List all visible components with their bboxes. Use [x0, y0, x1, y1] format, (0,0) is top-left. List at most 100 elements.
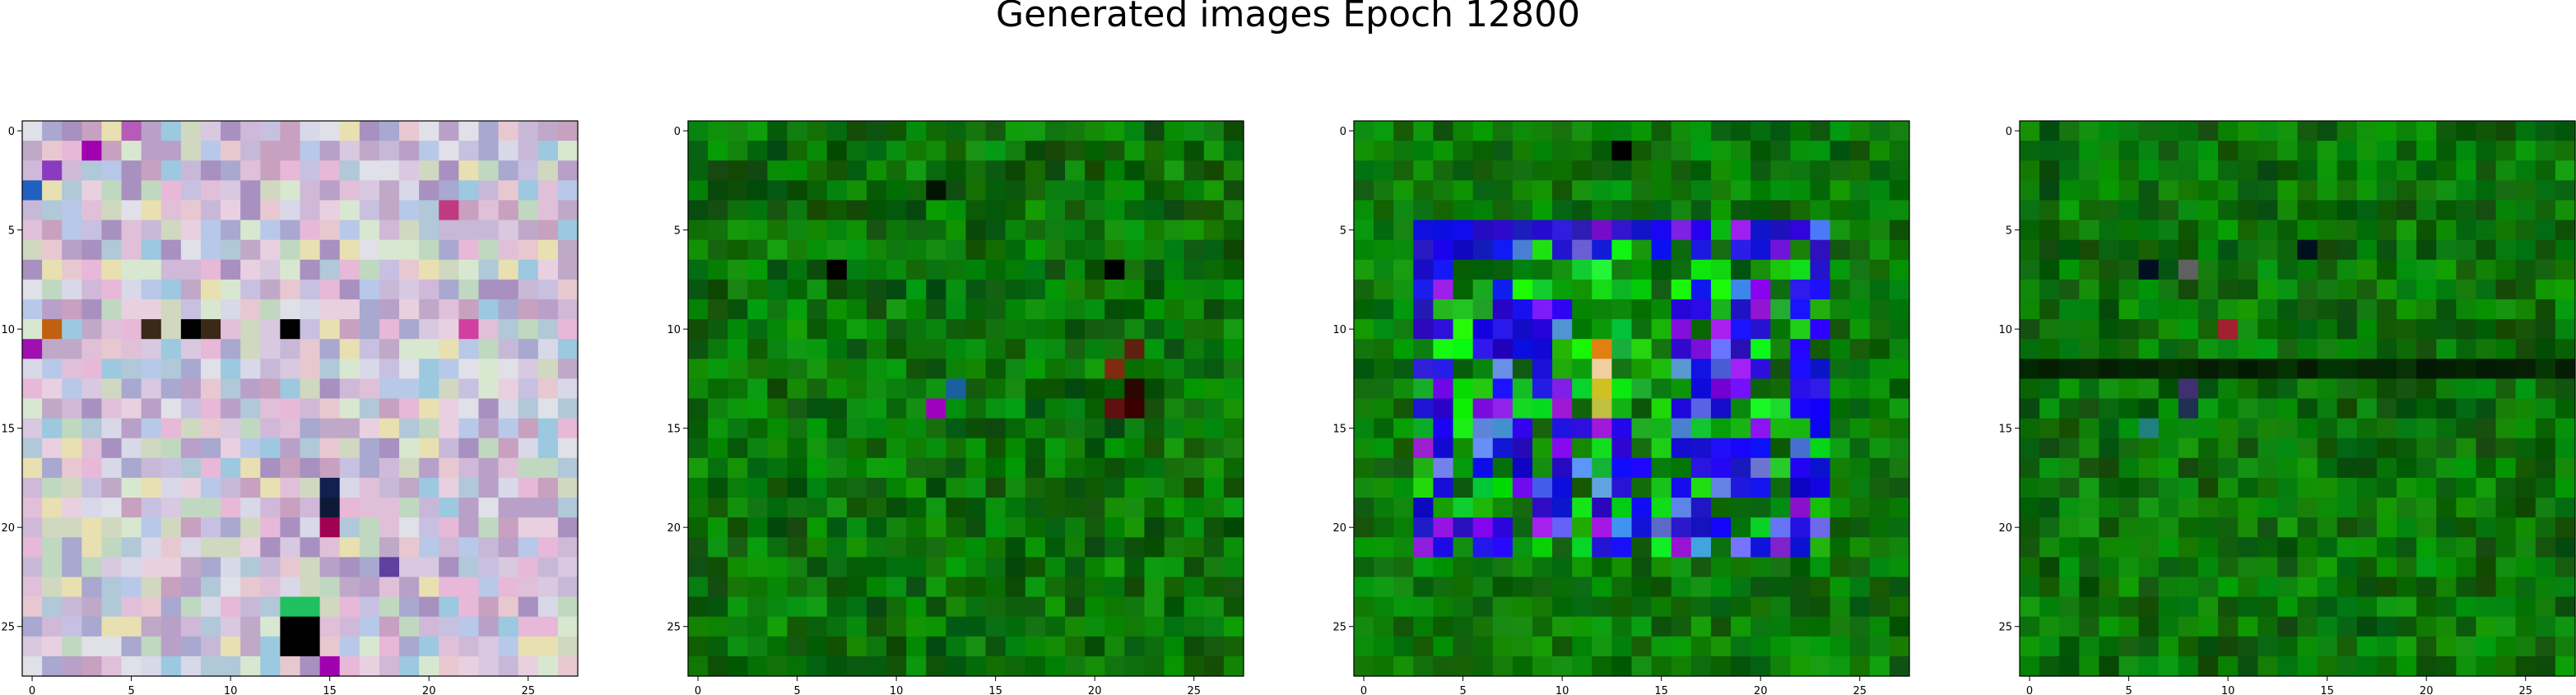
heatmap-cell [2357, 517, 2378, 538]
heatmap-cell [260, 280, 281, 300]
heatmap-cell [2377, 597, 2397, 618]
heatmap-cell [1751, 378, 1771, 399]
heatmap-cell [101, 517, 122, 538]
heatmap-cell [986, 339, 1007, 359]
heatmap-cell [1025, 498, 1046, 518]
heatmap-cell [340, 240, 360, 261]
heatmap-cell [62, 121, 82, 141]
heatmap-cell [2318, 141, 2338, 161]
heatmap-cell [1552, 537, 1573, 558]
heatmap-cell [1473, 557, 1494, 577]
heatmap-cell [538, 240, 559, 261]
heatmap-cell [1810, 617, 1830, 637]
heatmap-cell [221, 458, 241, 479]
heatmap-cell [478, 280, 499, 300]
heatmap-cell [1393, 180, 1414, 201]
heatmap-cell [122, 359, 142, 379]
heatmap-cell [1810, 260, 1830, 280]
heatmap-cell [1592, 577, 1612, 597]
heatmap-cell [1025, 656, 1046, 677]
heatmap-cell [81, 180, 102, 201]
heatmap-cell [1751, 141, 1771, 161]
heatmap-cell [1025, 399, 1046, 419]
heatmap-cell [22, 577, 43, 597]
heatmap-cell [767, 419, 788, 439]
heatmap-cell [1045, 637, 1066, 657]
heatmap-cell [1870, 299, 1890, 320]
heatmap-cell [1731, 280, 1751, 300]
heatmap-cell [1413, 141, 1434, 161]
heatmap-cell [1850, 478, 1871, 498]
heatmap-cell [1731, 419, 1751, 439]
heatmap-cell [1354, 637, 1374, 657]
heatmap-cell [360, 478, 380, 498]
heatmap-cell [1144, 557, 1165, 577]
heatmap-cell [161, 478, 182, 498]
heatmap-cell [1493, 458, 1514, 479]
heatmap-cell [847, 200, 867, 220]
heatmap-cell [1810, 557, 1830, 577]
heatmap-cell [708, 299, 728, 320]
heatmap-cell [340, 180, 360, 201]
heatmap-cell [1085, 478, 1105, 498]
heatmap-cell [1770, 121, 1791, 141]
heatmap-cell [847, 378, 867, 399]
heatmap-cell [966, 160, 987, 181]
heatmap-cell [2198, 121, 2219, 141]
heatmap-cell [2178, 121, 2199, 141]
heatmap-cell [2257, 617, 2278, 637]
heatmap-cell [1144, 617, 1165, 637]
heatmap-cell [2238, 339, 2258, 359]
heatmap-cell [827, 458, 848, 479]
heatmap-cell [2277, 160, 2298, 181]
heatmap-cell [1850, 299, 1871, 320]
heatmap-cell [201, 121, 221, 141]
heatmap-cell [1770, 141, 1791, 161]
heatmap-cell [42, 478, 63, 498]
heatmap-cell [1632, 200, 1653, 220]
heatmap-cell [360, 419, 380, 439]
heatmap-cell [1870, 200, 1890, 220]
heatmap-cell [747, 577, 768, 597]
heatmap-cell [320, 557, 341, 577]
heatmap-cell [122, 637, 142, 657]
heatmap-cell [1810, 280, 1830, 300]
heatmap-cell [81, 339, 102, 359]
heatmap-cell [1870, 597, 1890, 618]
heatmap-cell [2159, 260, 2179, 280]
heatmap-cell [300, 517, 321, 538]
heatmap-cell [101, 537, 122, 558]
heatmap-cell [966, 438, 987, 459]
heatmap-cell [538, 637, 559, 657]
heatmap-cell [2139, 200, 2160, 220]
heatmap-cell [728, 419, 748, 439]
heatmap-cell [1184, 458, 1205, 479]
heatmap-cell [1413, 200, 1434, 220]
heatmap-cell [926, 260, 946, 280]
heatmap-cell [280, 617, 300, 637]
heatmap-cell [807, 577, 828, 597]
heatmap-cell [946, 121, 966, 141]
heatmap-cell [2298, 280, 2318, 300]
heatmap-cell [2555, 637, 2576, 657]
heatmap-cell [1790, 637, 1811, 657]
heatmap-cell [280, 419, 300, 439]
heatmap-cell [2238, 438, 2258, 459]
heatmap-cell [2516, 419, 2536, 439]
heatmap-cell [1065, 299, 1086, 320]
heatmap-cell [2496, 399, 2517, 419]
heatmap-cell [2020, 557, 2040, 577]
heatmap-cell [2436, 478, 2457, 498]
heatmap-cell [1850, 240, 1871, 261]
heatmap-cell [1493, 378, 1514, 399]
heatmap-cell [1731, 617, 1751, 637]
heatmap-cell [1144, 378, 1165, 399]
heatmap-cell [688, 557, 709, 577]
heatmap-cell [2020, 280, 2040, 300]
heatmap-cell [708, 498, 728, 518]
heatmap-cell [1025, 419, 1046, 439]
heatmap-cell [1124, 339, 1145, 359]
heatmap-cell [1354, 160, 1374, 181]
heatmap-cell [906, 399, 927, 419]
heatmap-cell [320, 160, 341, 181]
